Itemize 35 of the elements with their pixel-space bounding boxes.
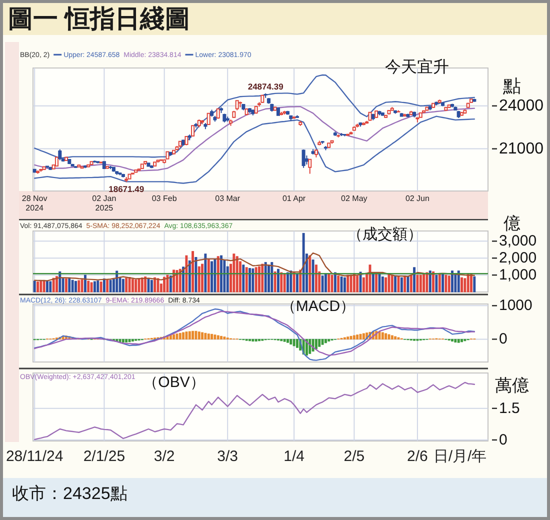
x-tick-label: 3/2	[154, 448, 175, 465]
annotation: （成交額）	[348, 226, 422, 243]
y-axis-title: 萬億	[495, 376, 529, 395]
y-tick-label: 1,000	[499, 266, 537, 284]
x-tick-label: 3/3	[217, 448, 238, 465]
x-tick-label: 1/4	[284, 448, 304, 465]
annotation: 18671.49	[108, 184, 144, 194]
y-tick-label: 24000	[499, 97, 544, 114]
x-tick-label: 02 Jun	[405, 194, 430, 203]
x-tick-label: 03 Mar	[215, 194, 240, 203]
x-axis-title: 日/月/年	[433, 448, 487, 465]
annotation: 今天宜升	[385, 58, 449, 76]
y-tick-label: 1000	[499, 297, 532, 314]
annotation: （MACD）	[280, 298, 356, 315]
x-tick-label: 2/6	[407, 448, 428, 465]
y-axis-title: 點	[502, 76, 521, 96]
y-tick-label: 1.5	[499, 400, 520, 417]
x-tick-label: 03 Feb	[152, 194, 178, 203]
x-tick-label: 2/1/25	[83, 448, 126, 465]
x-tick-label: 2/5	[344, 448, 365, 465]
x-tick-label: 02 Jan 2025	[92, 194, 116, 212]
text: 收市：24325點	[12, 484, 128, 503]
y-tick-label: 3,000	[499, 232, 537, 250]
y-tick-label: 0	[499, 431, 508, 448]
x-tick-label: 02 May	[341, 194, 368, 203]
chart-title: 圖一 恒指日綫圖	[8, 5, 190, 33]
y-axis-title: 億	[504, 214, 520, 233]
x-tick-label: 28 Nov 2024	[22, 194, 48, 212]
x-tick-label: 28/11/24	[6, 448, 64, 465]
y-tick-label: 21000	[499, 140, 544, 158]
annotation: （OBV）	[143, 374, 205, 391]
y-tick-label: 0	[499, 330, 508, 348]
y-tick-label: 2,000	[499, 250, 537, 267]
x-tick-label: 01 Apr	[282, 194, 306, 203]
annotation: 24874.39	[248, 81, 284, 92]
